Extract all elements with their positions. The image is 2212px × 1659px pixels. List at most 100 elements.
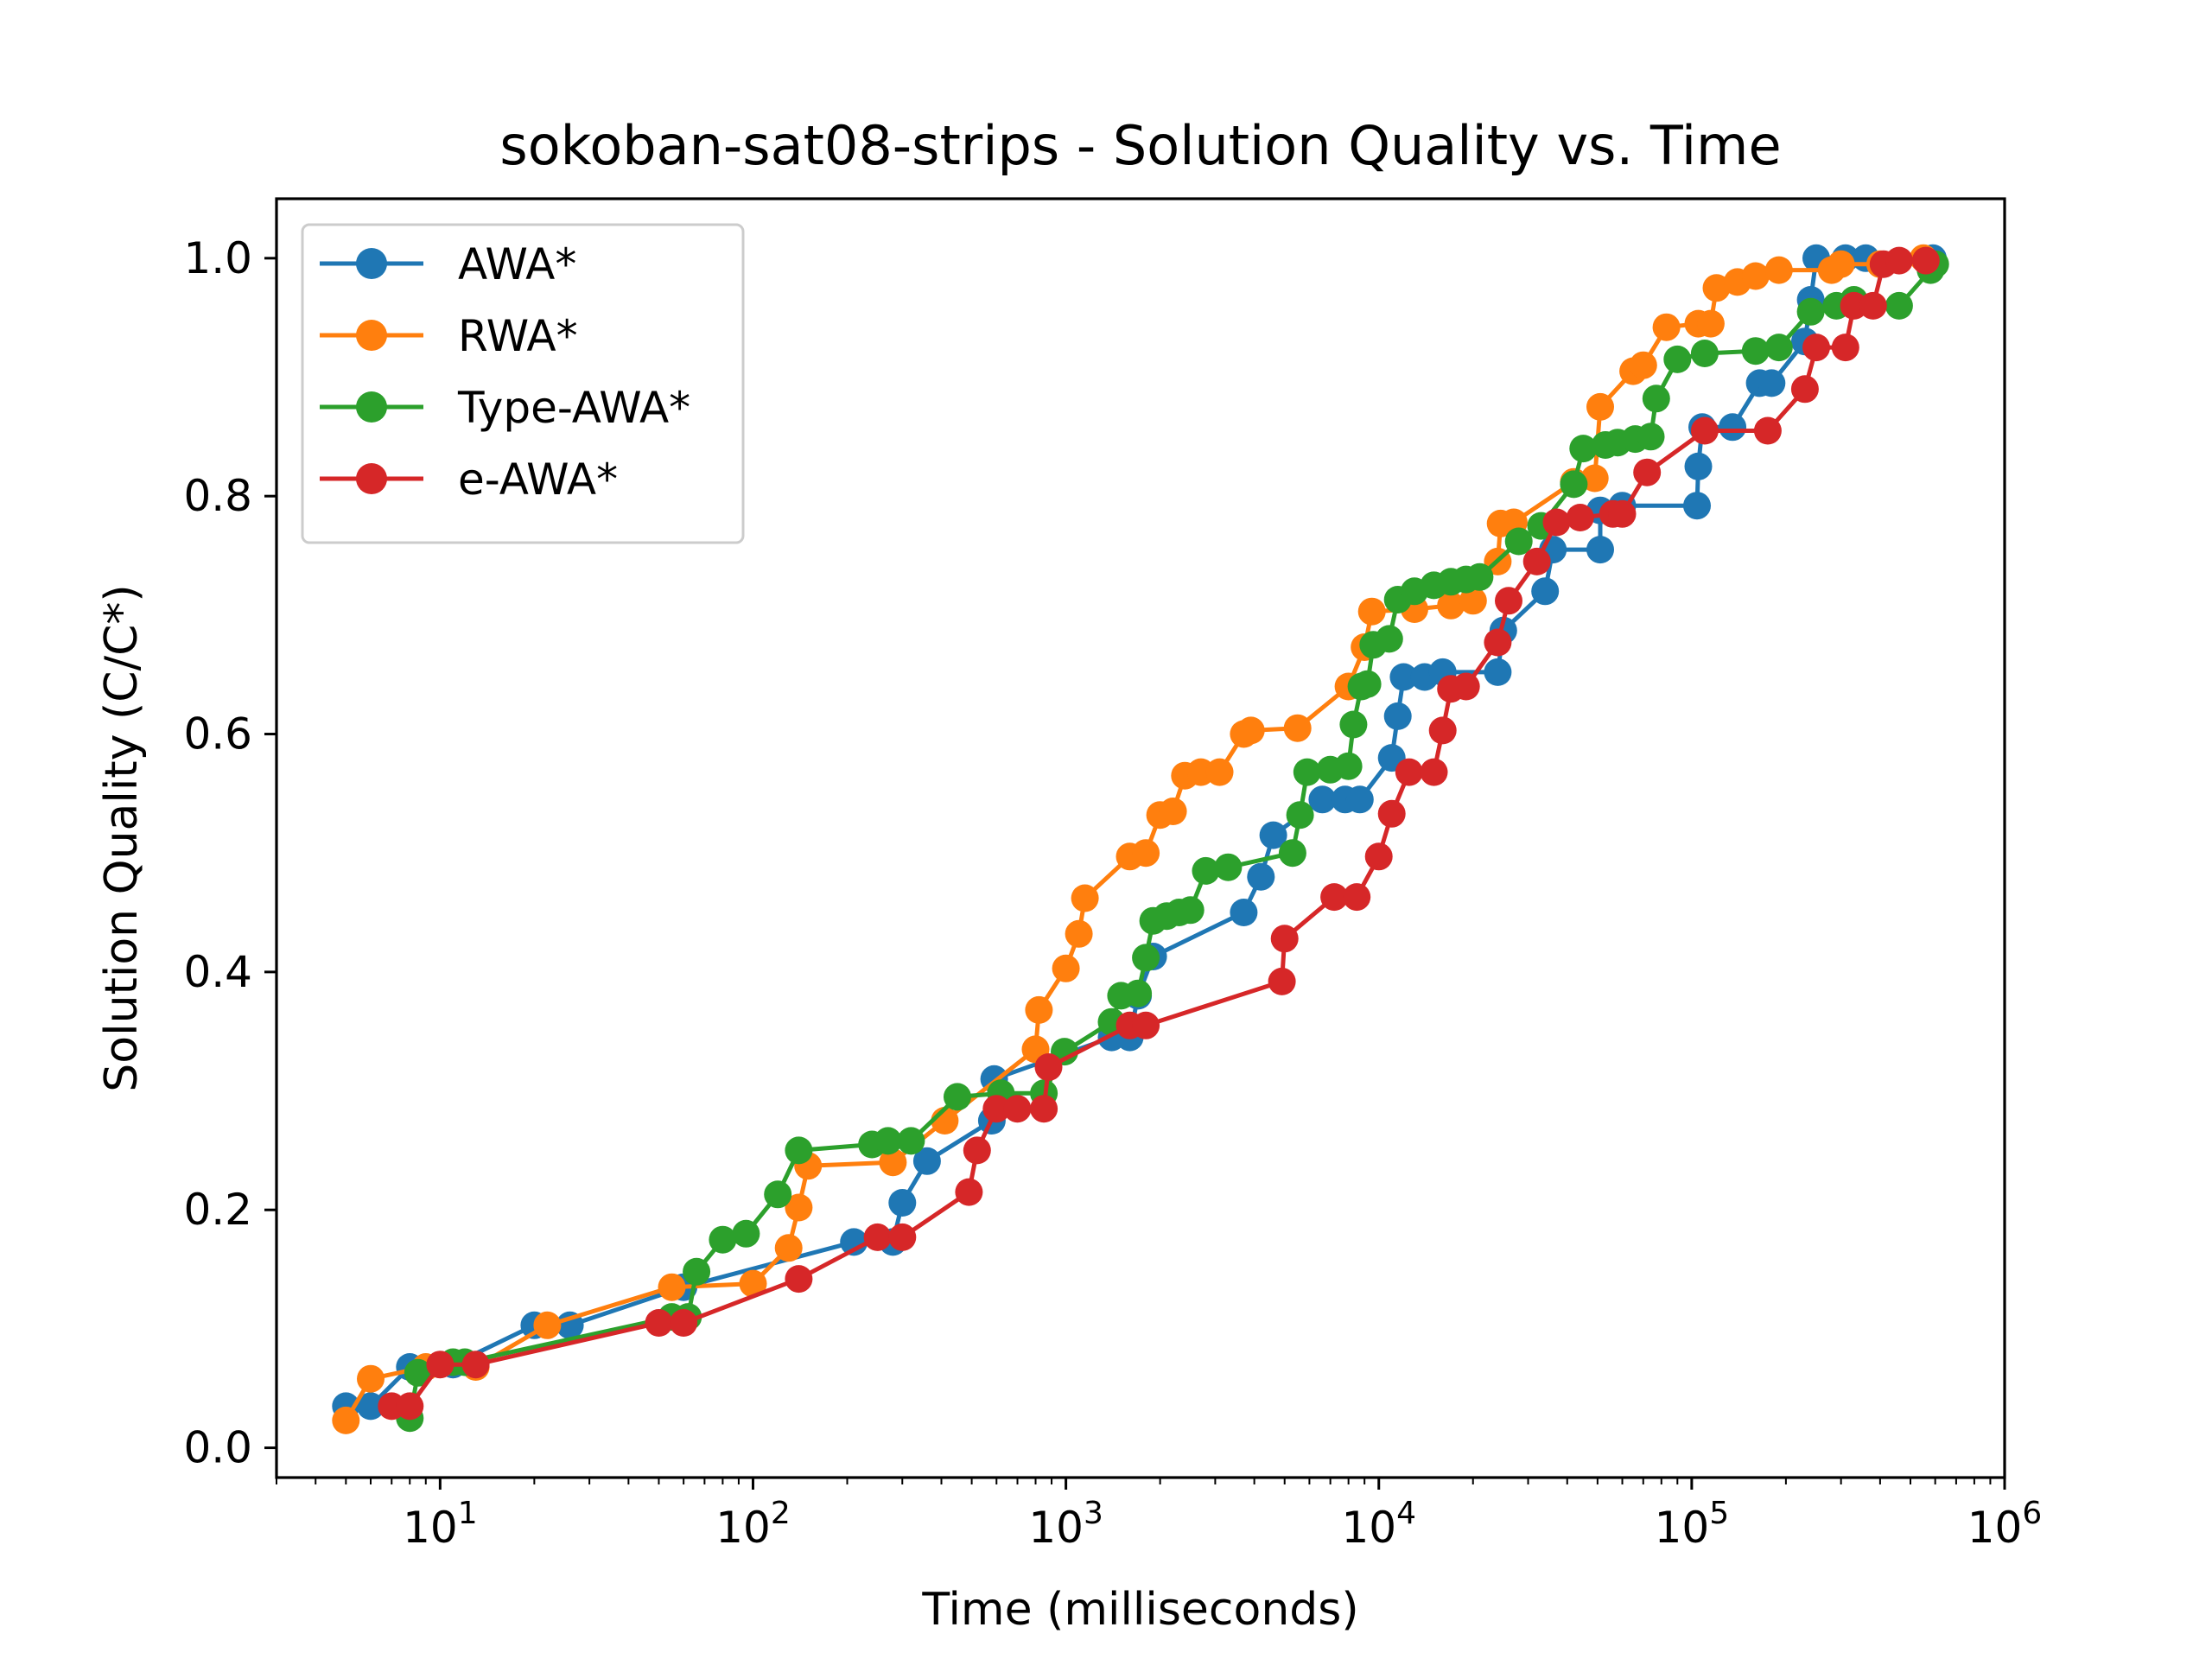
- data-point: [963, 1136, 991, 1165]
- x-tick-exponent: 4: [1396, 1496, 1416, 1531]
- data-point: [1690, 340, 1719, 367]
- data-point: [888, 1189, 917, 1217]
- data-point: [1230, 899, 1258, 926]
- data-point: [982, 1095, 1011, 1123]
- x-tick-exponent: 3: [1084, 1496, 1103, 1531]
- data-point: [1339, 710, 1368, 739]
- x-tick-base: 10: [1967, 1503, 2023, 1553]
- y-axis-label: Solution Quality (C/C*): [96, 584, 148, 1091]
- legend-swatch-marker: [356, 248, 387, 279]
- data-point: [1052, 954, 1080, 982]
- data-point: [1353, 670, 1382, 698]
- x-tick-exponent: 6: [2022, 1496, 2042, 1531]
- data-point: [1542, 508, 1571, 537]
- data-point: [1802, 334, 1830, 362]
- data-point: [785, 1136, 813, 1165]
- series-layer: [332, 244, 1949, 1434]
- data-point: [1459, 587, 1487, 615]
- x-tick-base: 10: [1341, 1503, 1396, 1553]
- data-point: [1293, 758, 1321, 786]
- data-point: [332, 1406, 360, 1434]
- data-point: [1758, 369, 1786, 397]
- data-point: [1192, 856, 1220, 885]
- data-point: [1633, 458, 1662, 486]
- data-point: [1911, 246, 1940, 275]
- data-point: [785, 1265, 813, 1294]
- data-point: [1719, 413, 1747, 442]
- data-point: [1531, 577, 1560, 606]
- data-point: [1132, 1011, 1160, 1039]
- data-point: [1320, 883, 1349, 912]
- data-point: [1885, 291, 1913, 320]
- x-tick-label: 103: [1028, 1496, 1103, 1553]
- plot-area: [275, 197, 2006, 1479]
- data-point: [357, 1364, 385, 1393]
- data-point: [1124, 979, 1153, 1007]
- y-axis: 0.0 0.2 0.4 0.6 0.8 1.0: [183, 233, 276, 1473]
- data-point: [1827, 250, 1855, 278]
- data-point: [1764, 256, 1793, 284]
- data-point: [1343, 883, 1371, 912]
- axes-frame: [275, 197, 2006, 1479]
- y-tick-label: 0.6: [183, 709, 252, 760]
- legend-swatch-marker: [356, 320, 387, 351]
- data-point: [645, 1309, 673, 1337]
- data-point: [1278, 839, 1306, 868]
- data-point: [396, 1392, 424, 1421]
- data-point: [944, 1083, 971, 1111]
- data-point: [404, 1358, 432, 1387]
- series-e-awa: [378, 246, 1940, 1421]
- x-axis: 101 102 103 104 105 106: [276, 1478, 2042, 1553]
- data-point: [1176, 896, 1205, 925]
- data-point: [1566, 504, 1594, 531]
- data-point: [874, 1127, 902, 1155]
- data-point: [1753, 416, 1782, 445]
- data-point: [1696, 309, 1725, 338]
- x-tick-label: 104: [1341, 1496, 1416, 1553]
- data-point: [879, 1148, 907, 1177]
- data-point: [1065, 919, 1093, 948]
- x-tick-exponent: 1: [458, 1496, 478, 1531]
- x-tick-label: 102: [715, 1496, 791, 1553]
- data-point: [1642, 385, 1670, 413]
- x-tick-label: 105: [1655, 1496, 1730, 1553]
- data-point: [1025, 995, 1053, 1024]
- data-point: [888, 1223, 917, 1251]
- y-tick-label: 0.0: [183, 1423, 252, 1473]
- legend-label: AWA*: [458, 239, 576, 289]
- data-point: [1495, 587, 1522, 615]
- data-point: [1831, 334, 1859, 362]
- data-point: [1383, 702, 1412, 730]
- data-point: [1437, 591, 1465, 620]
- data-point: [1270, 925, 1299, 953]
- data-point: [461, 1351, 490, 1379]
- x-tick-base: 10: [403, 1503, 458, 1553]
- data-point: [683, 1257, 711, 1286]
- data-point: [1159, 798, 1187, 825]
- data-point: [1690, 416, 1719, 445]
- data-point: [1859, 291, 1887, 320]
- legend-entry: Type-AWA*: [320, 383, 690, 433]
- legend-entry: AWA*: [320, 239, 576, 289]
- data-point: [1395, 758, 1423, 786]
- y-tick-label: 0.2: [183, 1185, 252, 1235]
- legend-label: Type-AWA*: [457, 383, 690, 433]
- data-point: [426, 1351, 454, 1379]
- data-point: [1840, 291, 1868, 320]
- x-tick-base: 10: [1655, 1503, 1710, 1553]
- data-point: [1560, 470, 1588, 499]
- data-point: [955, 1178, 983, 1206]
- data-point: [1580, 464, 1609, 493]
- legend-label: e-AWA*: [458, 454, 618, 505]
- data-point: [1428, 716, 1457, 745]
- data-point: [1357, 597, 1386, 626]
- data-point: [863, 1223, 892, 1251]
- data-point: [1268, 967, 1296, 995]
- x-tick-exponent: 5: [1709, 1496, 1729, 1531]
- data-point: [1364, 842, 1393, 871]
- legend-label: RWA*: [458, 311, 578, 361]
- data-point: [1389, 663, 1418, 691]
- data-point: [1308, 785, 1337, 814]
- x-tick-base: 10: [1028, 1503, 1084, 1553]
